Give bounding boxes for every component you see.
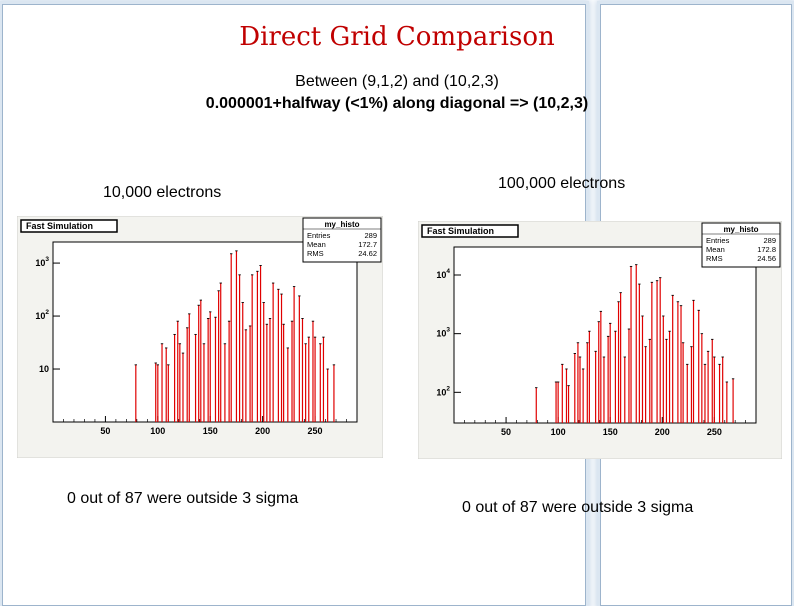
subtitle-line-1: Between (9,1,2) and (10,2,3): [295, 73, 499, 90]
slide-title: Direct Grid Comparison: [239, 22, 555, 52]
stats-label-mean: Mean: [706, 245, 725, 254]
stats-label-entries: Entries: [706, 236, 730, 245]
x-tick-label-200: 200: [655, 427, 670, 437]
x-tick-label-50: 50: [501, 427, 511, 437]
histogram-right-svg: Fast Simulation my_histo Entries 289 Mean 172…: [418, 221, 782, 459]
stats-box: [701, 222, 781, 268]
histogram-left: Fast Simulation my_histo Entries 289 Mean 172…: [17, 216, 383, 458]
stats-box-title: my_histo: [324, 220, 359, 229]
stats-label-rms: RMS: [706, 254, 723, 263]
x-tick-label-250: 250: [308, 426, 323, 436]
stats-value-entries: 289: [763, 236, 776, 245]
x-tick-label-100: 100: [551, 427, 566, 437]
x-tick-label-150: 150: [603, 427, 618, 437]
stats-label-mean: Mean: [307, 240, 326, 249]
stats-value-mean: 172.7: [358, 240, 377, 249]
x-tick-label-250: 250: [707, 427, 722, 437]
panel-label: Fast Simulation: [26, 221, 93, 231]
stats-value-mean: 172.8: [757, 245, 776, 254]
right-heading: 100,000 electrons: [498, 175, 626, 192]
right-result: 0 out of 87 were outside 3 sigma: [462, 499, 694, 516]
histogram-left-svg: Fast Simulation my_histo Entries 289 Mean 172…: [17, 216, 383, 458]
x-tick-label-50: 50: [100, 426, 110, 436]
plot-area: [453, 246, 757, 424]
stats-box: [302, 217, 382, 263]
plot-area: [52, 241, 358, 423]
histogram-right: Fast Simulation my_histo Entries 289 Mean 172…: [418, 221, 782, 459]
panel-label-box: [421, 224, 519, 238]
stats-value-rms: 24.62: [358, 249, 377, 258]
left-heading: 10,000 electrons: [103, 184, 222, 201]
stats-value-entries: 289: [364, 231, 377, 240]
panel-label: Fast Simulation: [427, 226, 494, 236]
x-tick-label-150: 150: [203, 426, 218, 436]
stats-label-rms: RMS: [307, 249, 324, 258]
x-tick-label-100: 100: [150, 426, 165, 436]
panel-label-box: [20, 219, 118, 233]
stats-label-entries: Entries: [307, 231, 331, 240]
left-result: 0 out of 87 were outside 3 sigma: [67, 490, 299, 507]
x-tick-label-200: 200: [255, 426, 270, 436]
stats-box-title: my_histo: [723, 225, 758, 234]
y-tick-label-10: 10: [39, 364, 49, 374]
stats-value-rms: 24.56: [757, 254, 776, 263]
subtitle-line-2: 0.000001+halfway (<1%) along diagonal =>…: [205, 95, 589, 112]
